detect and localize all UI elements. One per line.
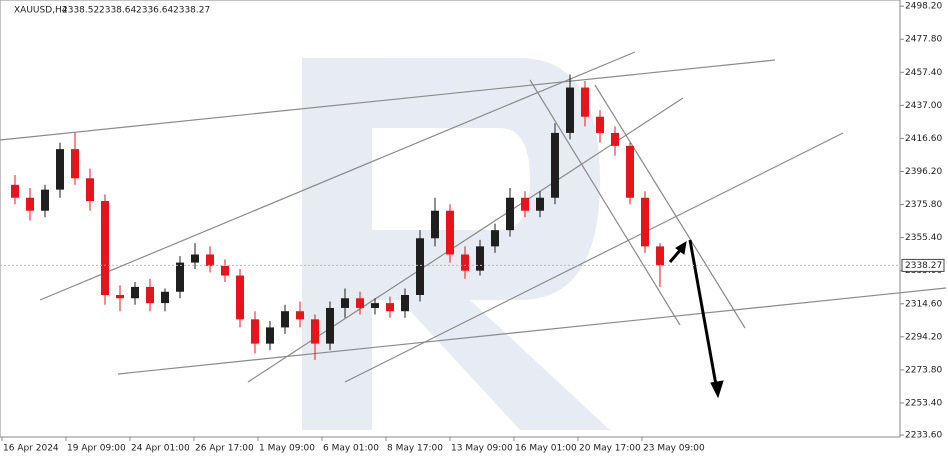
candle-body xyxy=(296,311,304,320)
header-value: 2338.52 xyxy=(62,6,99,16)
x-tick-label: 8 May 17:00 xyxy=(387,444,443,454)
forecast-arrows xyxy=(668,239,724,399)
candle-body xyxy=(476,246,484,271)
x-tick-label: 16 Apr 2024 xyxy=(3,444,59,454)
y-tick-label: 2233.60 xyxy=(905,431,942,441)
candle-body xyxy=(266,327,274,344)
symbol: XAUUSD,H4 xyxy=(14,6,68,16)
candle-body xyxy=(431,210,439,239)
x-tick-label: 13 May 09:00 xyxy=(451,444,513,454)
candle-body xyxy=(176,262,184,292)
y-tick-label: 2294.20 xyxy=(905,332,942,342)
candle-body xyxy=(566,87,574,133)
candle-body xyxy=(581,87,589,117)
x-tick-label: 24 Apr 01:00 xyxy=(131,444,190,454)
candle-body xyxy=(341,298,349,308)
y-tick-label: 2396.20 xyxy=(905,167,942,177)
candle-body xyxy=(161,291,169,304)
candle-body xyxy=(656,246,664,266)
header-value: 2336.64 xyxy=(136,6,173,16)
candle-body xyxy=(521,197,529,211)
candle-body xyxy=(221,265,229,276)
x-tick-label: 1 May 09:00 xyxy=(259,444,315,454)
candle-body xyxy=(41,189,49,211)
x-tick-label: 16 May 01:00 xyxy=(515,444,577,454)
watermark xyxy=(302,58,610,430)
candle-body xyxy=(536,197,544,211)
y-tick-label: 2457.40 xyxy=(905,68,942,78)
candle-body xyxy=(56,149,64,190)
candle-body xyxy=(506,197,514,231)
candle-body xyxy=(491,230,499,247)
candle-body xyxy=(416,238,424,296)
y-tick-label: 2314.60 xyxy=(905,299,942,309)
candle-body xyxy=(626,145,634,198)
x-tick-label: 6 May 01:00 xyxy=(323,444,379,454)
x-tick-label: 20 May 17:00 xyxy=(579,444,641,454)
current-price-box xyxy=(901,258,945,272)
current-price-label: 2338.27 xyxy=(905,261,942,271)
y-tick-label: 2416.60 xyxy=(905,134,942,144)
candle-body xyxy=(311,319,319,344)
candle-body xyxy=(281,311,289,328)
candle-body xyxy=(101,200,109,296)
candle-body xyxy=(386,303,394,312)
candle-body xyxy=(641,197,649,247)
x-tick-label: 26 Apr 17:00 xyxy=(195,444,254,454)
y-tick-label: 2477.80 xyxy=(905,35,942,45)
y-tick-label: 2355.40 xyxy=(905,233,942,243)
candle-body xyxy=(131,286,139,299)
candle-body xyxy=(356,298,364,308)
candle-body xyxy=(191,254,199,263)
x-tick-label: 19 Apr 09:00 xyxy=(67,444,126,454)
candle-body xyxy=(71,149,79,179)
candle-body xyxy=(206,254,214,266)
y-tick-label: 2273.80 xyxy=(905,365,942,375)
header-value: 2338.64 xyxy=(99,6,136,16)
candle-body xyxy=(26,197,34,211)
candle-body xyxy=(371,303,379,308)
y-tick-label: 2375.80 xyxy=(905,200,942,210)
candle-body xyxy=(611,132,619,146)
candle-body xyxy=(116,295,124,299)
candle-body xyxy=(401,295,409,312)
candle-body xyxy=(551,132,559,198)
y-tick-label: 2437.00 xyxy=(905,101,942,111)
y-tick-label: 2498.20 xyxy=(905,2,942,12)
candle-body xyxy=(146,286,154,304)
candle-body xyxy=(596,116,604,133)
candle-body xyxy=(446,210,454,255)
y-tick-label: 2253.40 xyxy=(905,398,942,408)
candle-body xyxy=(461,254,469,271)
candle-body xyxy=(11,184,19,198)
candle-body xyxy=(326,307,334,344)
candle-body xyxy=(236,275,244,320)
trend-lines xyxy=(0,51,947,383)
x-tick-label: 23 May 09:00 xyxy=(643,444,705,454)
candle-body xyxy=(86,178,94,201)
candle-body xyxy=(251,319,259,344)
header-value: 2338.27 xyxy=(173,6,210,16)
